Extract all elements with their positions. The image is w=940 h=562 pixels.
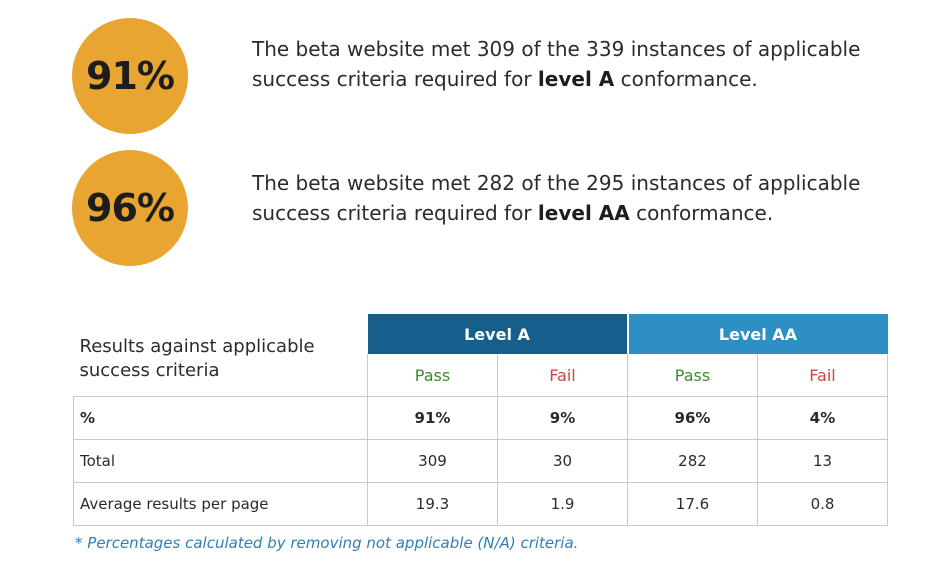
table-cell: 282 <box>627 439 758 483</box>
table-cell: 17.6 <box>627 482 758 526</box>
stat-text-before: The beta website met 309 of the 339 inst… <box>252 37 861 91</box>
table-cell: 0.8 <box>757 482 888 526</box>
results-table: Results against applicable success crite… <box>73 314 888 526</box>
row-label: Total <box>73 439 368 483</box>
stat-text-after: conformance. <box>629 201 774 225</box>
stat-text-bold: level A <box>537 67 615 91</box>
level-aa-fail-header: Fail <box>757 354 888 397</box>
level-a-header: Level A <box>367 314 629 354</box>
table-row: Average results per page 19.3 1.9 17.6 0… <box>73 482 888 526</box>
table-cell: 309 <box>367 439 498 483</box>
stat-description-level-aa: The beta website met 282 of the 295 inst… <box>252 168 912 228</box>
stat-text-after: conformance. <box>614 67 758 91</box>
level-a-fail-header: Fail <box>497 354 628 397</box>
table-cell: 91% <box>367 396 498 440</box>
stat-text-before: The beta website met 282 of the 295 inst… <box>252 171 861 225</box>
level-a-pass-header: Pass <box>367 354 498 397</box>
table-row: % 91% 9% 96% 4% <box>73 396 888 440</box>
row-label: Average results per page <box>73 482 368 526</box>
table-cell: 4% <box>757 396 888 440</box>
table-row: Total 309 30 282 13 <box>73 439 888 483</box>
row-label: % <box>73 396 368 440</box>
table-cell: 13 <box>757 439 888 483</box>
percent-badge-level-aa: 96% <box>72 150 188 266</box>
level-aa-header: Level AA <box>627 314 888 354</box>
stat-level-aa: 96% The beta website met 282 of the 295 … <box>72 150 940 270</box>
level-aa-pass-header: Pass <box>627 354 758 397</box>
stat-level-a: 91% The beta website met 309 of the 339 … <box>72 18 940 138</box>
stat-text-bold: level AA <box>537 201 630 225</box>
footnote: * Percentages calculated by removing not… <box>75 534 579 552</box>
table-cell: 1.9 <box>497 482 628 526</box>
table-cell: 9% <box>497 396 628 440</box>
table-cell: 30 <box>497 439 628 483</box>
table-cell: 96% <box>627 396 758 440</box>
percent-badge-level-a: 91% <box>72 18 188 134</box>
table-caption: Results against applicable success crite… <box>79 336 315 381</box>
table-cell: 19.3 <box>367 482 498 526</box>
stat-description-level-a: The beta website met 309 of the 339 inst… <box>252 34 912 94</box>
